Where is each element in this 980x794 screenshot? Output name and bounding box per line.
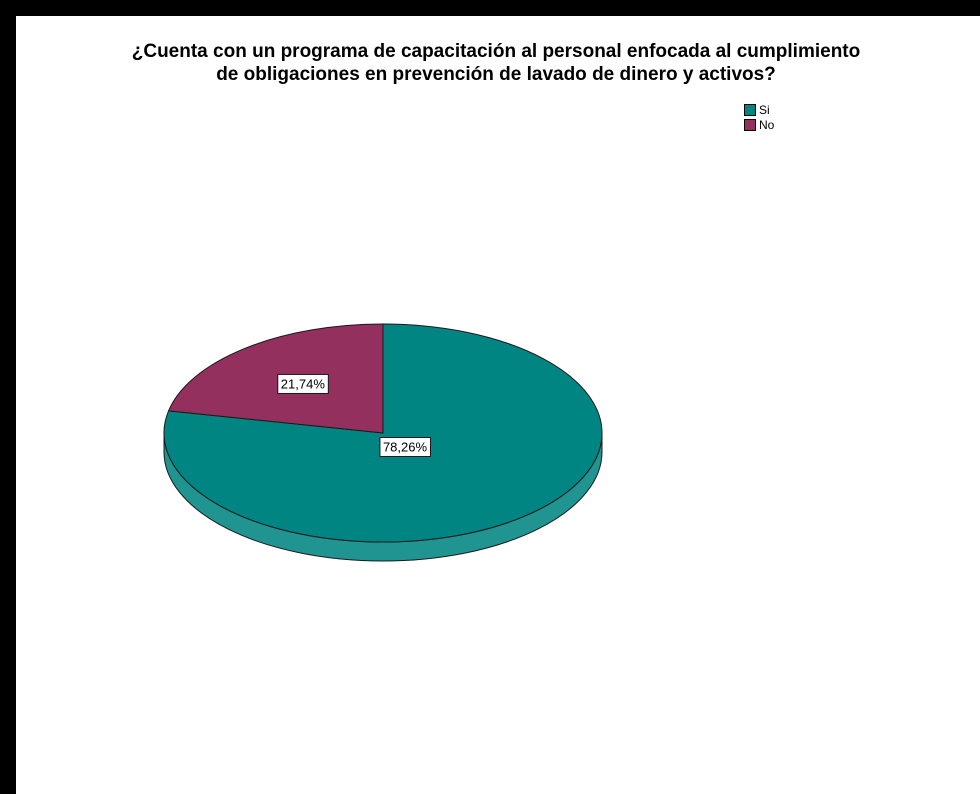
chart-title: ¿Cuenta con un programa de capacitación …: [16, 40, 976, 86]
data-label-text-no: 21,74%: [281, 376, 326, 391]
data-label-no: 21,74%: [277, 373, 329, 394]
chart-title-line-1: ¿Cuenta con un programa de capacitación …: [131, 41, 861, 62]
legend-item-no: No: [744, 117, 774, 132]
legend-label-no: No: [759, 117, 775, 132]
chart-title-line-2: de obligaciones en prevención de lavado …: [216, 64, 776, 85]
data-label-box-si: [379, 437, 431, 457]
legend-label-si: Si: [759, 102, 770, 117]
legend-item-si: Si: [744, 102, 774, 117]
data-label-box-no: [277, 373, 329, 394]
data-label-text-si: 78,26%: [383, 440, 428, 455]
legend-swatch-no: [744, 118, 756, 131]
chart-legend: Si No: [744, 102, 774, 132]
legend-swatch-si: [744, 103, 756, 116]
pie-slice-no: [168, 323, 384, 434]
data-label-si: 78,26%: [379, 437, 431, 457]
